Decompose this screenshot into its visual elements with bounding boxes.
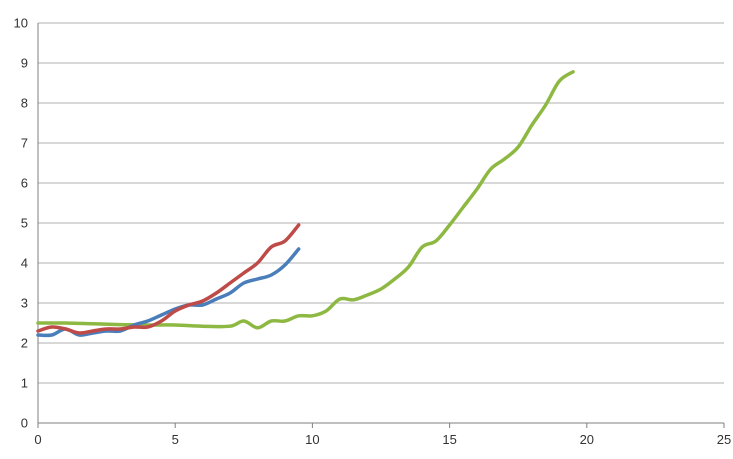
- y-tick-label: 8: [21, 96, 28, 111]
- y-tick-label: 3: [21, 296, 28, 311]
- series-line-2: [36, 223, 301, 335]
- y-tick-label: 2: [21, 336, 28, 351]
- y-tick-label: 10: [14, 16, 28, 31]
- y-tick-labels: 0 1 2 3 4 5 6 7 8 9 10: [14, 16, 28, 431]
- x-tick-label: 25: [717, 432, 731, 447]
- x-tick-label: 20: [580, 432, 594, 447]
- series-lines: [36, 70, 575, 338]
- y-tick-label: 9: [21, 56, 28, 71]
- x-tick-label: 10: [305, 432, 319, 447]
- series-line-3: [36, 70, 575, 330]
- x-tick-label: 15: [442, 432, 456, 447]
- y-tick-label: 1: [21, 376, 28, 391]
- series-line-1: [36, 247, 301, 338]
- y-tick-label: 5: [21, 216, 28, 231]
- y-tick-label: 4: [21, 256, 28, 271]
- y-tick-label: 7: [21, 136, 28, 151]
- y-tick-label: 6: [21, 176, 28, 191]
- y-tick-label: 0: [21, 416, 28, 431]
- axes: [37, 23, 725, 428]
- gridlines: [38, 22, 724, 384]
- x-tick-labels: 0 5 10 15 20 25: [34, 432, 731, 447]
- x-tick-label: 0: [34, 432, 41, 447]
- x-tick-label: 5: [172, 432, 179, 447]
